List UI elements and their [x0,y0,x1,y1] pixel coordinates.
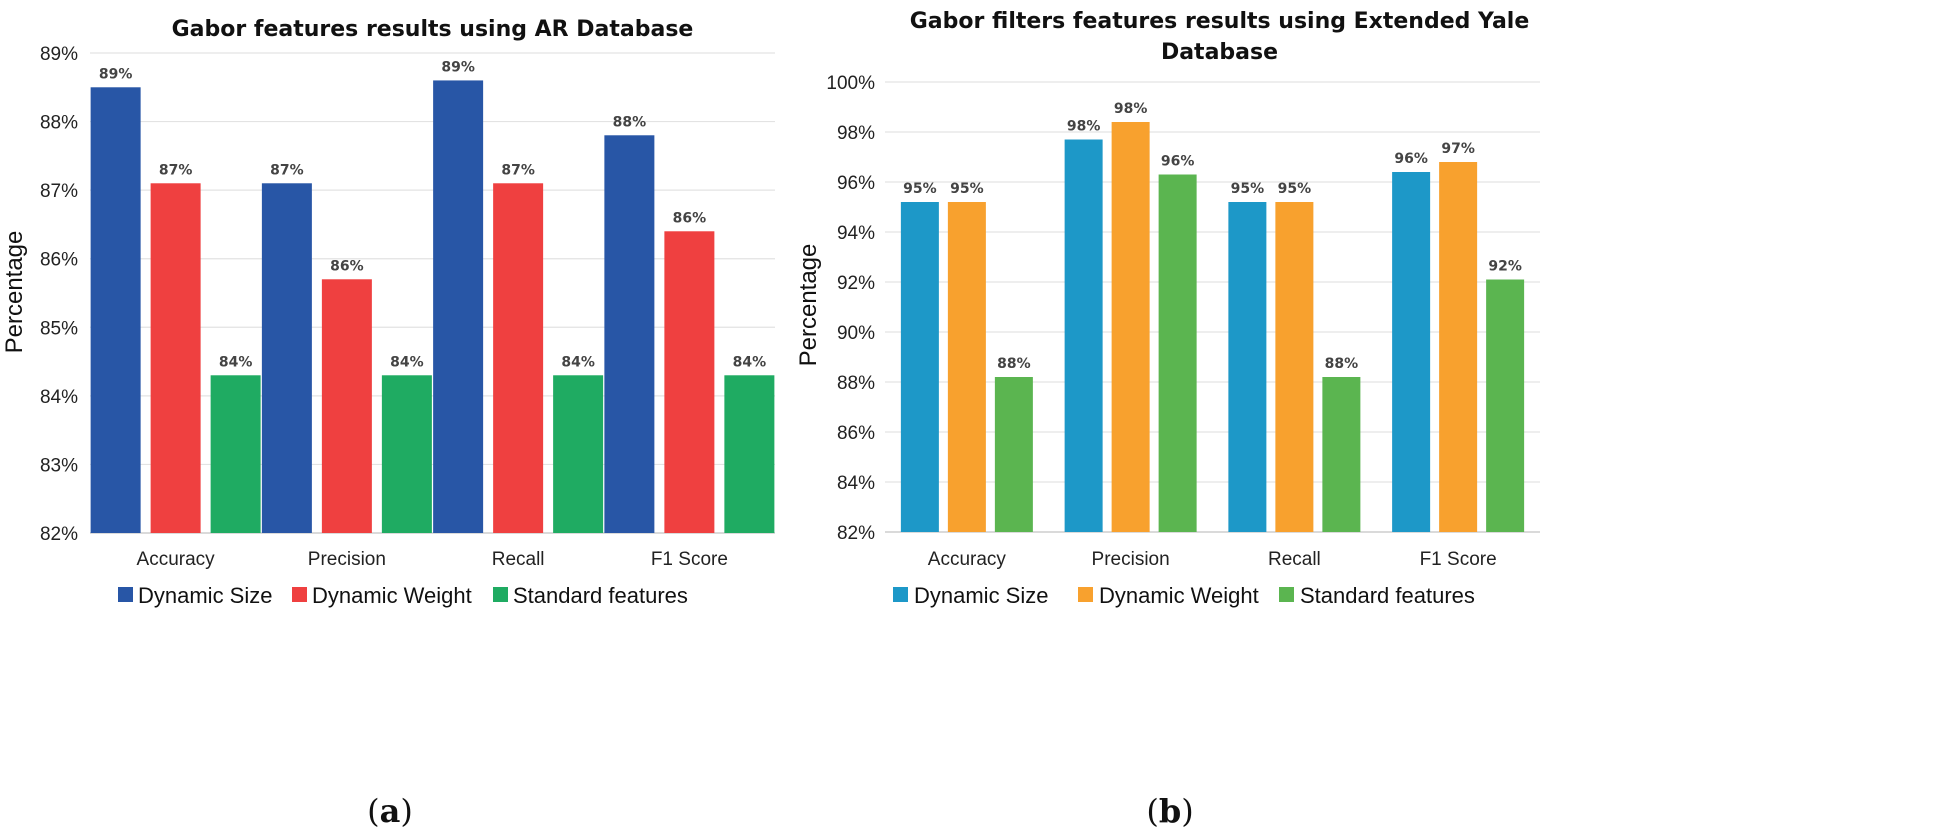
data-label: 88% [1325,356,1359,372]
y-tick-label: 86% [837,423,875,444]
data-label: 86% [330,258,364,274]
bar [433,80,484,533]
y-tick-label: 96% [837,173,875,194]
x-tick-label: Precision [308,549,386,570]
legend-swatch [893,587,908,602]
y-tick-label: 84% [40,387,78,408]
data-label: 86% [673,210,707,226]
data-label: 88% [997,356,1031,372]
x-tick-label: Recall [1268,549,1321,570]
panel-letter: b [1159,792,1181,830]
data-label: 92% [1488,259,1522,275]
data-label: 95% [1278,181,1312,197]
legend-label: Dynamic Weight [1099,583,1259,608]
panel-label: (b) [1146,792,1193,830]
y-tick-label: 94% [837,223,875,244]
chart-title: Database [1161,40,1278,65]
data-label: 95% [903,181,937,197]
data-label: 89% [441,59,475,75]
y-tick-label: 90% [837,323,875,344]
bar [1158,174,1197,532]
legend-swatch [1078,587,1093,602]
bar [381,375,432,533]
y-tick-label: 85% [40,318,78,339]
y-tick-label: 86% [40,250,78,271]
bar [261,183,312,534]
bar [321,279,372,533]
legend-label: Dynamic Weight [312,583,472,608]
legend-swatch [292,587,307,602]
y-tick-label: 98% [837,123,875,144]
bar [947,202,986,532]
y-tick-label: 87% [40,181,78,202]
legend-swatch [493,587,508,602]
bar [1392,172,1431,532]
x-tick-label: Accuracy [137,549,216,570]
y-tick-label: 100% [826,73,875,94]
panel-letter: a [380,792,401,830]
bar [604,135,655,534]
x-tick-label: Precision [1092,549,1170,570]
data-label: 95% [950,181,984,197]
data-label: 88% [613,114,647,130]
y-tick-label: 88% [837,373,875,394]
data-label: 96% [1394,151,1428,167]
x-tick-label: Accuracy [928,549,1007,570]
bar [1064,139,1103,532]
data-label: 98% [1067,119,1101,135]
data-label: 89% [99,66,133,82]
legend-label: Standard features [513,583,688,608]
bar [90,87,141,534]
y-tick-label: 83% [40,455,78,476]
y-tick-label: 88% [40,113,78,134]
x-tick-label: F1 Score [651,549,728,570]
y-tick-label: 82% [40,524,78,545]
bar [994,377,1033,532]
chart-a: 82% 83% 84% 85% 86% 87% 88% 89% Gabor features r… [1,17,775,830]
bar [900,202,939,532]
data-label: 84% [733,354,767,370]
legend-label: Dynamic Size [914,583,1048,608]
bar [553,375,604,533]
data-label: 87% [501,162,535,178]
bar [1486,279,1525,532]
bar [1111,122,1150,532]
data-label: 87% [270,162,304,178]
bar [493,183,544,534]
chart-title: Gabor features results using AR Database [172,17,694,42]
y-axis-label: Percentage [795,244,822,367]
bar [1275,202,1314,532]
data-label: 84% [561,354,595,370]
y-tick-label: 89% [40,44,78,65]
panel-label: (a) [367,792,413,830]
x-tick-label: Recall [492,549,545,570]
legend-swatch [1279,587,1294,602]
data-label: 96% [1161,154,1195,170]
data-label: 98% [1114,101,1148,117]
data-label: 84% [390,354,424,370]
legend-label: Dynamic Size [138,583,272,608]
bar [1322,377,1361,532]
y-tick-label: 92% [837,273,875,294]
data-label: 97% [1441,141,1475,157]
bar [150,183,201,534]
bar [724,375,775,533]
data-label: 87% [159,162,193,178]
x-tick-label: F1 Score [1420,549,1497,570]
legend-label: Standard features [1300,583,1475,608]
chart-title: Gabor filters features results using Ext… [910,9,1530,34]
chart-b: 82% 84% 86% 88% 90% 92% 94% 96% 98% 100% Gabor fil… [795,9,1540,830]
y-tick-label: 82% [837,523,875,544]
y-tick-label: 84% [837,473,875,494]
bar [1439,162,1478,532]
bar [1228,202,1267,532]
bar [664,231,715,534]
bar [210,375,261,533]
legend-swatch [118,587,133,602]
data-label: 84% [219,354,253,370]
data-label: 95% [1231,181,1265,197]
y-axis-label: Percentage [1,231,28,354]
